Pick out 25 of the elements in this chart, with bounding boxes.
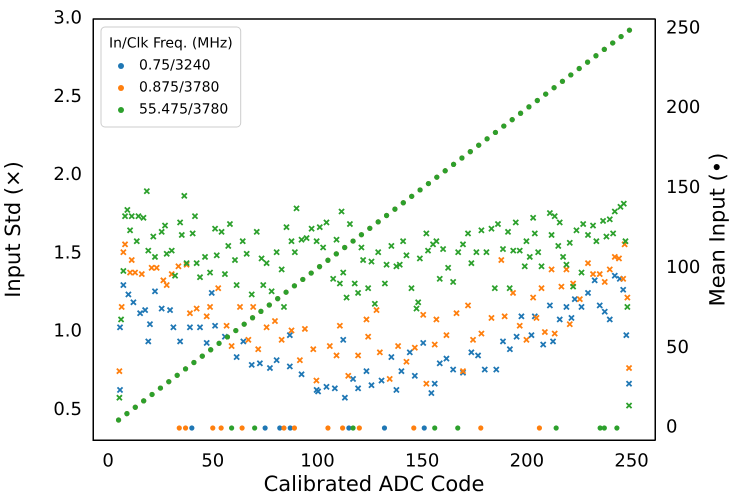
y-tick-label: 2.5 [53,86,82,107]
y-tick-label: 3.0 [53,8,82,29]
x-axis-title: Calibrated ADC Code [264,472,484,496]
legend-label: 55.475/3780 [139,102,228,118]
y-tick-label: 0.5 [53,398,82,420]
legend-label: 0.875/3780 [139,80,220,96]
x-tick-label: 250 [614,450,649,472]
y-axis-title: Input Std (×) [1,161,26,298]
legend-label: 0.75/3240 [139,58,211,74]
x-tick-label: 150 [404,450,440,472]
x-tick-label: 50 [201,450,224,472]
y-tick-label: 2.0 [53,164,82,186]
y2-tick-label: 200 [666,97,700,118]
y2-axis-title: Mean Input (•) [705,152,730,306]
x-tick-label: 200 [510,450,544,472]
x-tick-label: 0 [102,450,114,472]
y2-tick-label: 250 [666,17,700,38]
y2-tick-label: 50 [666,336,689,358]
y2-tick-label: 150 [666,177,700,198]
y-tick-label: 1.5 [53,242,82,264]
y2-tick-label: 100 [666,256,700,278]
y2-tick-label: 0 [666,416,678,438]
y-tick-label: 1.0 [53,320,82,342]
x-tick-label: 100 [300,450,335,472]
legend-title: In/Clk Freq. (MHz) [109,36,233,52]
